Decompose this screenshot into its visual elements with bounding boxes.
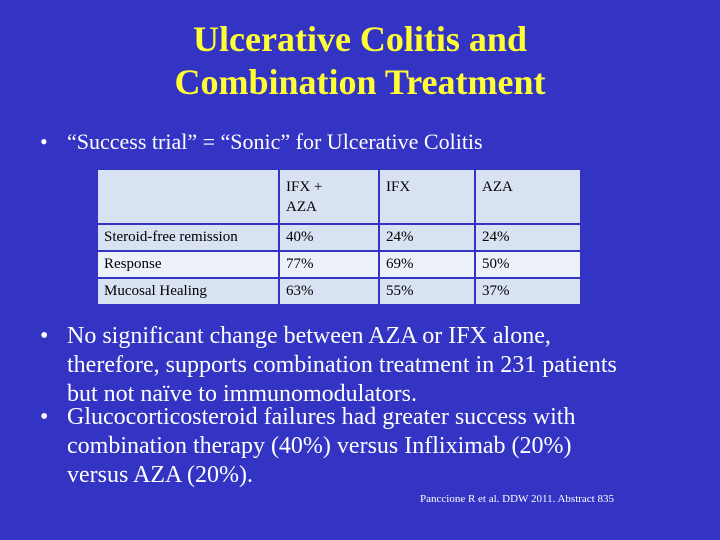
table-header-row: IFX + AZA IFX AZA bbox=[96, 168, 582, 225]
results-table: IFX + AZA IFX AZA Steroid-free remission… bbox=[96, 168, 582, 306]
cell-ifx: 24% bbox=[378, 223, 476, 252]
table-corner-cell bbox=[96, 168, 280, 225]
header-ifx: IFX bbox=[378, 168, 476, 225]
row-label: Mucosal Healing bbox=[96, 277, 280, 306]
intro-bullet: • “Success trial” = “Sonic” for Ulcerati… bbox=[40, 128, 680, 158]
cell-ifx: 69% bbox=[378, 250, 476, 279]
conclusion-bullet-2-line: combination therapy (40%) versus Inflixi… bbox=[67, 433, 572, 459]
cell-aza: 50% bbox=[474, 250, 582, 279]
cell-ifx-plus-aza: 63% bbox=[278, 277, 380, 306]
conclusion-bullet-2-text: Glucocorticosteroid failures had greater… bbox=[67, 403, 680, 490]
slide-title-line-2: Combination Treatment bbox=[174, 62, 546, 102]
cell-ifx-plus-aza: 77% bbox=[278, 250, 380, 279]
bullet-marker: • bbox=[40, 323, 49, 349]
conclusion-bullet-1-line: therefore, supports combination treatmen… bbox=[67, 352, 617, 378]
row-label: Steroid-free remission bbox=[96, 223, 280, 252]
slide-title: Ulcerative Colitis and Combination Treat… bbox=[0, 18, 720, 104]
cell-aza: 37% bbox=[474, 277, 582, 306]
slide-title-line-1: Ulcerative Colitis and bbox=[193, 19, 527, 59]
cell-aza: 24% bbox=[474, 223, 582, 252]
conclusion-bullet-1-line: No significant change between AZA or IFX… bbox=[67, 323, 551, 349]
table-row: Response 77% 69% 50% bbox=[96, 250, 582, 279]
conclusion-bullet-1-line: but not naïve to immunomodulators. bbox=[67, 381, 417, 407]
conclusion-bullet-1-text: No significant change between AZA or IFX… bbox=[67, 322, 680, 409]
table-row: Mucosal Healing 63% 55% 37% bbox=[96, 277, 582, 306]
intro-bullet-text: “Success trial” = “Sonic” for Ulcerative… bbox=[67, 129, 483, 154]
table-row: Steroid-free remission 40% 24% 24% bbox=[96, 223, 582, 252]
row-label: Response bbox=[96, 250, 280, 279]
bullet-marker: • bbox=[40, 404, 49, 430]
header-ifx-plus-aza-line-1: IFX + bbox=[286, 179, 323, 195]
header-ifx-plus-aza-line-2: AZA bbox=[286, 199, 317, 215]
citation: Panccione R et al. DDW 2011. Abstract 83… bbox=[420, 493, 614, 505]
bullet-marker: • bbox=[40, 129, 48, 154]
header-aza: AZA bbox=[474, 168, 582, 225]
header-ifx-plus-aza: IFX + AZA bbox=[278, 168, 380, 225]
cell-ifx: 55% bbox=[378, 277, 476, 306]
conclusion-bullet-2-line: versus AZA (20%). bbox=[67, 462, 253, 488]
conclusion-bullet-2: • Glucocorticosteroid failures had great… bbox=[40, 403, 680, 491]
cell-ifx-plus-aza: 40% bbox=[278, 223, 380, 252]
conclusion-bullet-1: • No significant change between AZA or I… bbox=[40, 322, 680, 410]
conclusion-bullet-2-line: Glucocorticosteroid failures had greater… bbox=[67, 404, 576, 430]
